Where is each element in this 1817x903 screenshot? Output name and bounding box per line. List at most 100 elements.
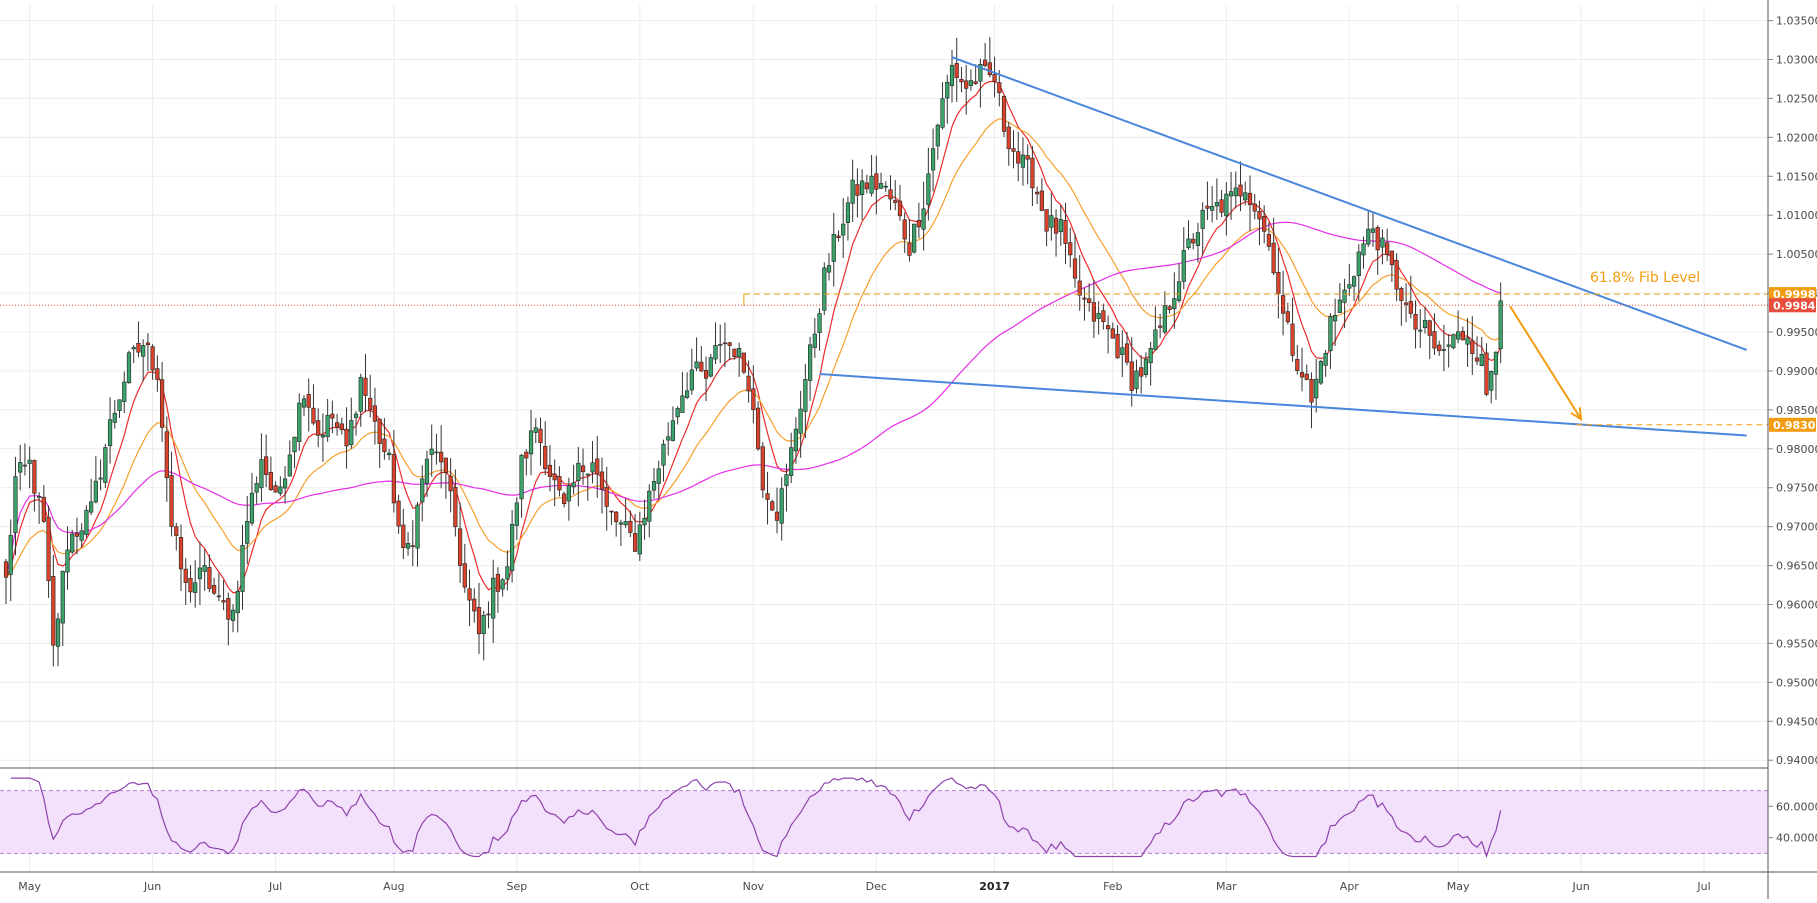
candle-body	[519, 455, 524, 500]
candle-body	[538, 428, 543, 444]
bearish-candle	[1389, 250, 1394, 283]
bullish-candle	[60, 570, 65, 647]
candle-body	[1295, 358, 1300, 371]
candle-body	[1153, 329, 1158, 350]
bearish-candle	[727, 341, 732, 361]
candle-body	[1479, 354, 1484, 367]
candle-body	[249, 492, 255, 524]
candle-body	[1210, 206, 1215, 211]
candle-body	[831, 234, 836, 262]
bearish-candle	[1025, 144, 1030, 185]
price-tick-label: 0.99000	[1776, 365, 1817, 378]
time-tick-label: 2017	[979, 880, 1010, 893]
bearish-candle	[997, 70, 1002, 107]
projection-arrow-shaft	[1509, 305, 1582, 420]
candle-body	[93, 480, 98, 503]
candle-body	[1290, 323, 1295, 356]
candle-body	[316, 420, 321, 436]
price-tick-label: 0.98500	[1776, 404, 1817, 417]
bullish-candle	[240, 525, 245, 610]
candle-body	[1299, 372, 1305, 378]
bearish-candle	[46, 505, 51, 598]
candle-body	[860, 180, 865, 195]
price-tick-label: 1.01500	[1776, 170, 1817, 183]
candle-body	[1129, 361, 1134, 391]
candle-body	[439, 451, 444, 463]
candle-body	[514, 502, 519, 526]
bullish-candle	[1441, 324, 1447, 372]
candle-body	[117, 399, 122, 411]
bullish-candle	[571, 464, 576, 495]
bearish-candle	[377, 418, 382, 468]
candle-body	[1110, 328, 1115, 339]
bullish-candle	[845, 196, 851, 241]
bullish-candle	[1228, 171, 1234, 220]
bullish-candle	[590, 441, 595, 484]
candle-body	[268, 472, 273, 491]
bearish-candle	[916, 202, 921, 239]
bullish-candle	[93, 456, 98, 504]
candle-body	[926, 173, 931, 205]
bearish-candle	[306, 378, 311, 432]
bullish-candle	[637, 511, 642, 562]
candle-body	[708, 357, 713, 377]
candle-body	[8, 535, 13, 575]
candle-body	[202, 565, 207, 572]
bullish-candle	[651, 468, 657, 499]
candle-body	[703, 370, 709, 379]
candle-body	[1035, 191, 1040, 195]
bearish-candle	[1016, 131, 1021, 182]
candle-body	[1181, 250, 1186, 282]
candle-body	[1337, 299, 1342, 313]
candle-body	[732, 348, 737, 357]
candle-body	[1191, 238, 1196, 244]
rsi-line	[10, 777, 1502, 859]
bullish-candle	[79, 523, 84, 548]
candle-body	[273, 485, 278, 493]
candle-body	[216, 595, 221, 598]
candle-body	[1366, 228, 1371, 245]
candle-body	[628, 520, 633, 533]
bullish-candle	[826, 253, 832, 281]
bearish-candle	[174, 522, 179, 551]
candle-body	[1006, 126, 1011, 150]
candle-body	[599, 471, 605, 490]
bullish-candle	[278, 476, 283, 497]
bullish-candle	[680, 371, 685, 413]
bearish-candle	[226, 592, 231, 646]
candle-body	[1016, 151, 1021, 164]
candle-body	[1441, 349, 1447, 351]
candle-body	[841, 223, 846, 236]
candle-body	[453, 487, 458, 528]
candle-body	[55, 618, 61, 647]
candle-body	[159, 379, 165, 428]
candle-body	[1432, 331, 1437, 349]
candle-body	[1205, 205, 1210, 209]
bullish-candle	[1465, 318, 1470, 367]
bullish-candle	[945, 74, 950, 124]
bearish-candle	[453, 469, 458, 537]
bearish-candle	[391, 430, 396, 513]
candle-body	[694, 361, 699, 369]
bearish-candle	[316, 408, 321, 448]
bearish-candle	[992, 56, 997, 98]
candle-body	[774, 511, 780, 521]
candle-body	[1437, 344, 1442, 352]
candle-body	[1262, 216, 1267, 232]
candle-body	[1200, 209, 1205, 229]
candle-body	[983, 59, 988, 66]
bearish-candle	[382, 418, 387, 460]
candle-body	[491, 577, 496, 619]
candle-body	[973, 81, 978, 84]
candle-body	[685, 390, 690, 398]
bearish-candle	[973, 64, 978, 85]
bearish-candle	[760, 442, 765, 499]
bearish-candle	[557, 466, 562, 497]
bullish-candle	[1479, 336, 1484, 367]
bearish-candle	[1276, 247, 1281, 319]
bearish-candle	[1408, 275, 1413, 319]
bullish-candle	[117, 399, 122, 418]
bearish-candle	[765, 471, 770, 525]
